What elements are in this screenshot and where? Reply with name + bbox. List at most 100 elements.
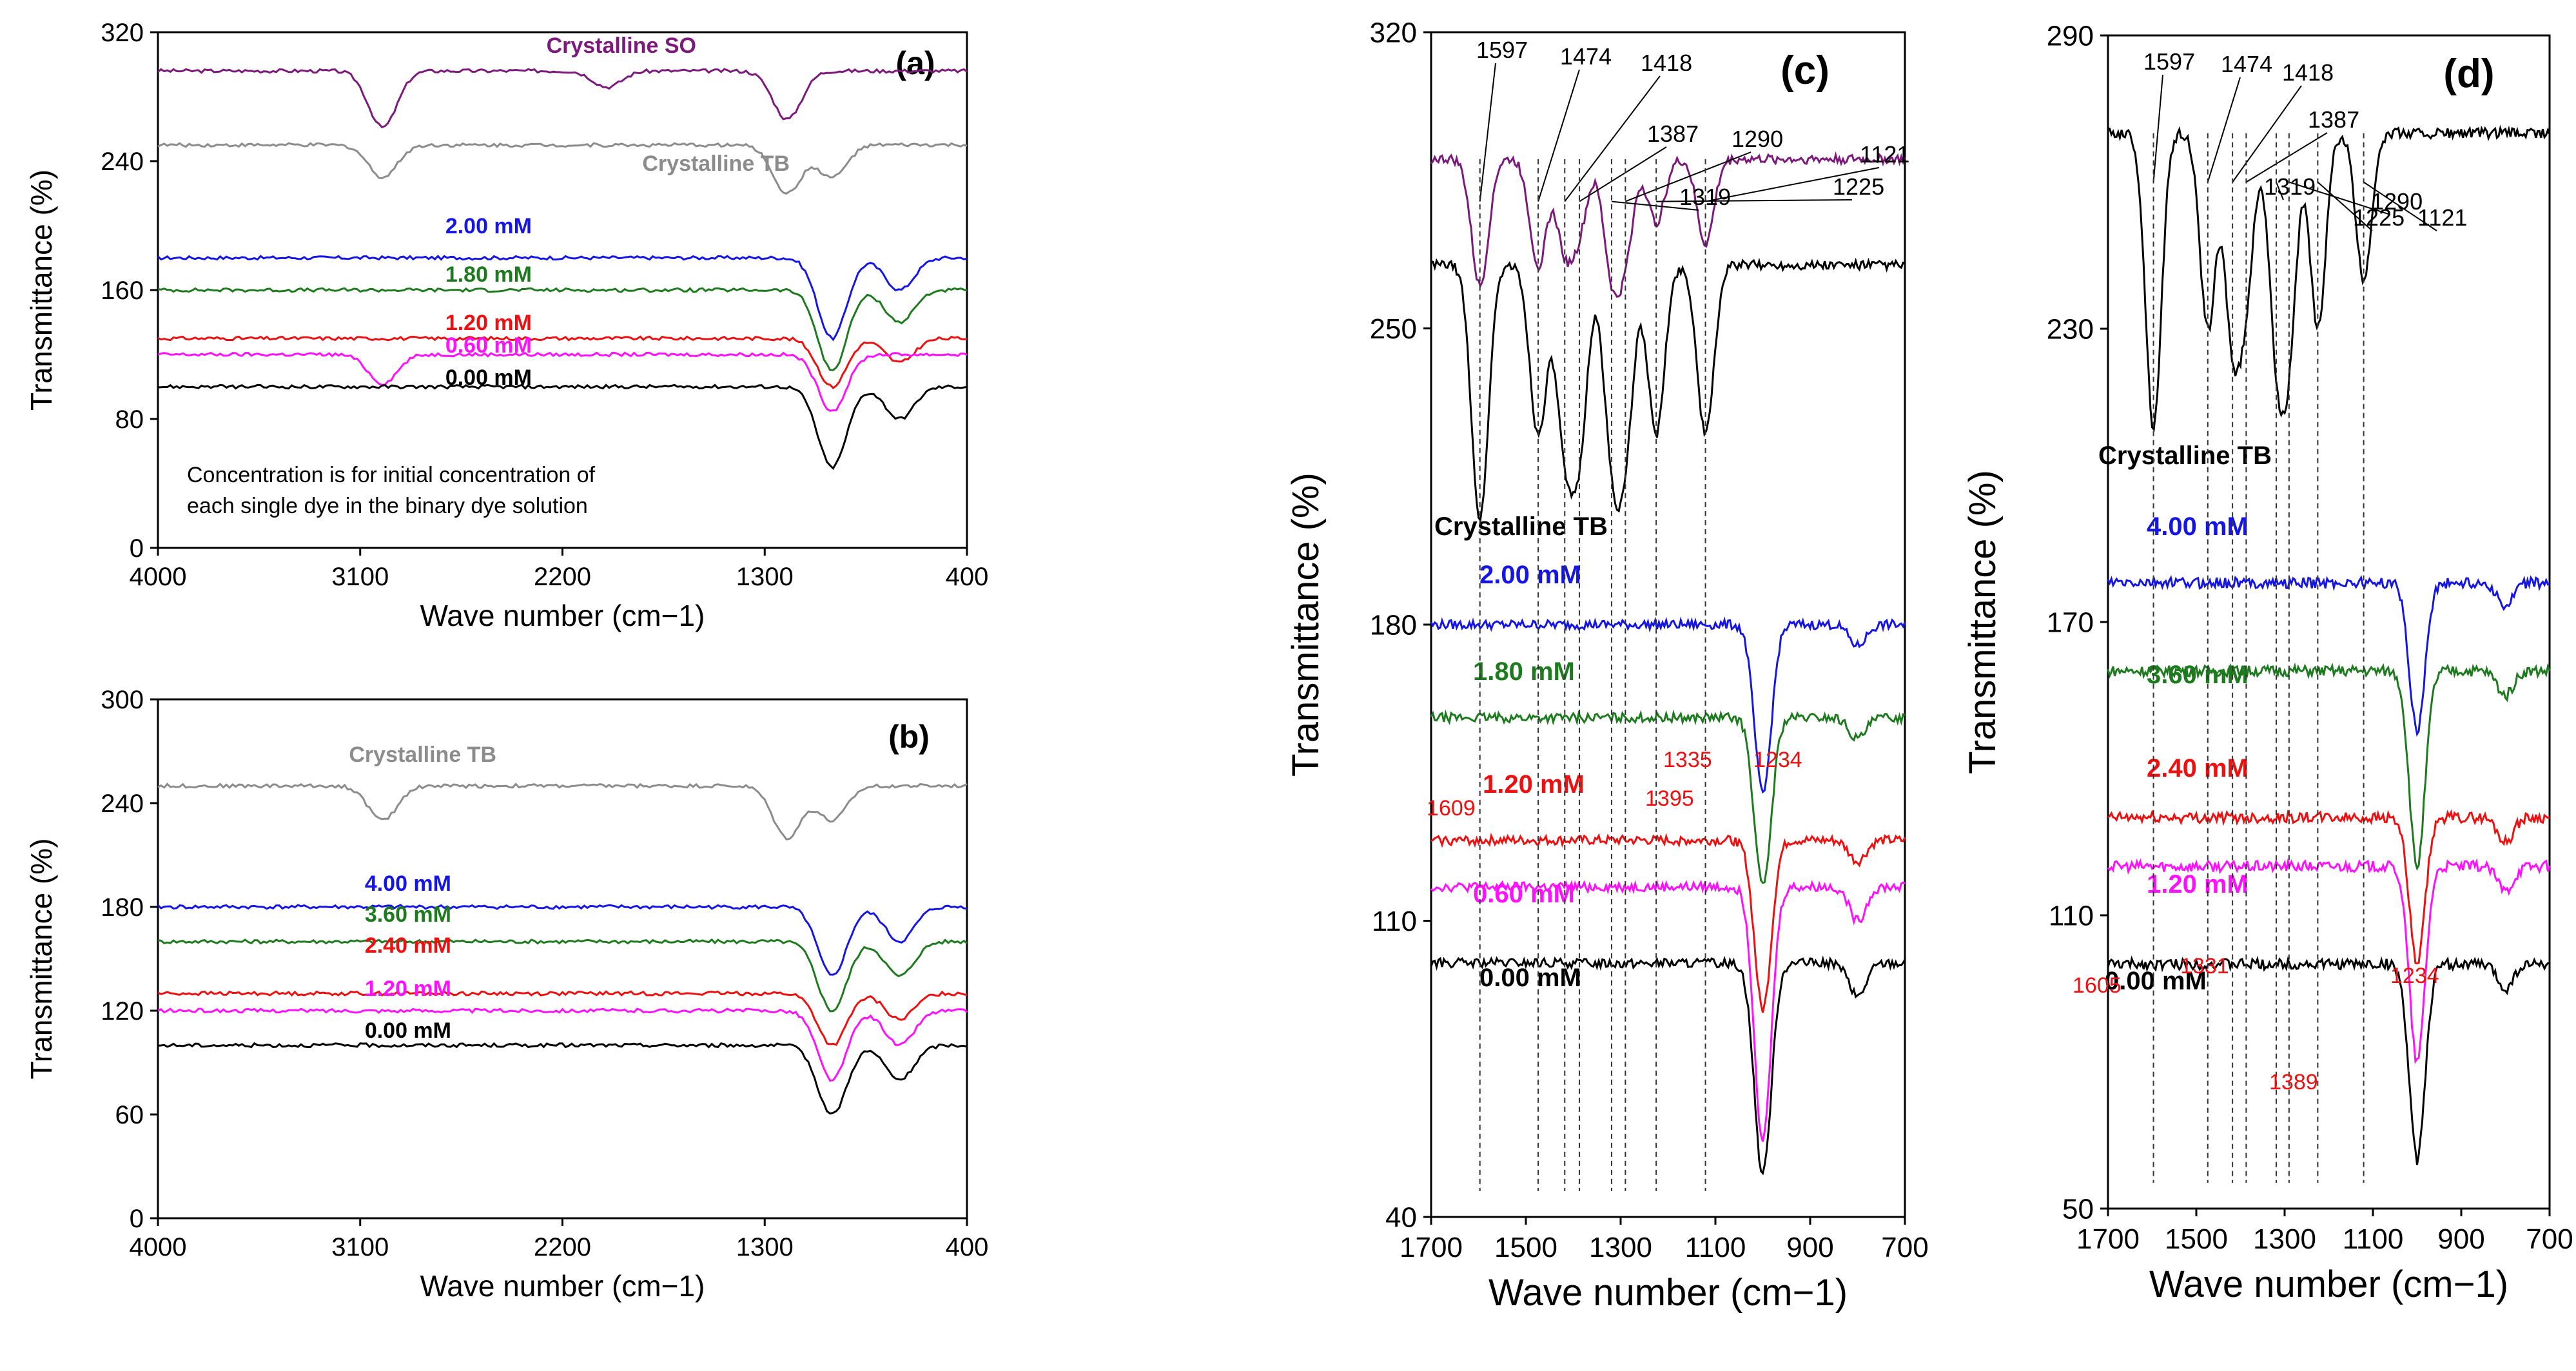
series-label: 2.00 mM <box>1479 561 1581 589</box>
series-label: 1.80 mM <box>445 262 532 287</box>
y-tick-label: 120 <box>101 997 144 1026</box>
peak-pointer <box>2152 74 2163 182</box>
y-tick-label: 0 <box>130 534 144 563</box>
panel-label: (d) <box>2443 52 2494 96</box>
series-label: 0.60 mM <box>445 333 532 358</box>
series-line <box>2107 858 2551 1064</box>
peak-label: 1225 <box>1833 173 1884 200</box>
x-tick-label: 1100 <box>2343 1223 2404 1255</box>
y-tick-label: 250 <box>1370 313 1417 345</box>
note-line: each single dye in the binary dye soluti… <box>187 494 588 518</box>
series-label: Crystalline TB <box>349 743 496 767</box>
peak-pointer <box>2207 77 2241 182</box>
x-tick-label: 1300 <box>736 563 794 591</box>
series-line <box>157 904 968 976</box>
series-label: 4.00 mM <box>365 871 451 896</box>
series-line <box>1430 257 1906 523</box>
series-label: 0.00 mM <box>1479 964 1581 992</box>
x-tick-label: 900 <box>1786 1232 1833 1263</box>
peak-pointer <box>1479 63 1496 202</box>
peak-pointer <box>2363 181 2437 231</box>
peak-pointer <box>1537 69 1580 202</box>
peak-pointer <box>2317 181 2373 231</box>
y-tick-label: 160 <box>101 277 144 305</box>
y-tick-label: 290 <box>2047 20 2094 52</box>
y-axis-title: Transmittance (%) <box>24 170 58 411</box>
peak-label: 1290 <box>1732 126 1783 152</box>
series-label: 2.40 mM <box>2147 754 2249 783</box>
x-tick-label: 3100 <box>331 1233 389 1261</box>
series-line <box>157 255 968 342</box>
peak-label: 1387 <box>1647 121 1699 147</box>
series-line <box>157 335 968 389</box>
peak-pointer <box>1625 151 1751 202</box>
plot-area-b <box>157 698 968 1220</box>
series-line <box>157 1007 968 1082</box>
panel-label: (c) <box>1781 48 1830 93</box>
series-line <box>1430 616 1906 794</box>
peak-label: 1418 <box>1641 50 1692 76</box>
y-axis-title: Transmittance (%) <box>1962 470 2004 774</box>
chart-panel-d: 1700 1500 1300 1100 900 700 50 110 170 230 290 Wave… <box>1962 20 2573 1305</box>
peak-pointer <box>1705 167 1880 202</box>
series-line <box>157 1042 968 1115</box>
peak-pointer <box>2276 182 2284 200</box>
x-tick-label: 1700 <box>2076 1223 2140 1255</box>
shift-label: 1395 <box>1645 786 1694 811</box>
note-line: Concentration is for initial concentrati… <box>187 463 596 487</box>
peak-label: 1225 <box>2353 204 2405 231</box>
series-label: Crystalline TB <box>1434 512 1608 541</box>
series-line <box>2107 662 2551 871</box>
x-axis-title: Wave number (cm−1) <box>1488 1272 1848 1314</box>
y-axis-title: Transmittance (%) <box>24 838 58 1079</box>
note-text: Concentration is for initial concentrati… <box>187 463 596 518</box>
series-line <box>2107 955 2550 1165</box>
shift-label: 1389 <box>2269 1070 2318 1094</box>
series-label: 0.00 mM <box>2105 967 2207 995</box>
x-tick-label: 1300 <box>1589 1232 1652 1263</box>
series-line <box>2107 809 2550 965</box>
peak-pointer <box>1656 199 1853 202</box>
series-label: 2.40 mM <box>365 933 451 958</box>
peak-label: 1474 <box>2221 51 2272 77</box>
series-line <box>157 938 968 1013</box>
y-tick-label: 300 <box>101 686 144 714</box>
series-label: 3.60 mM <box>365 902 451 927</box>
peak-label: 1418 <box>2282 59 2334 86</box>
series-label: 1.20 mM <box>445 311 532 335</box>
series-line <box>157 384 968 471</box>
y-tick-label: 80 <box>115 405 144 434</box>
series-line <box>1430 955 1906 1176</box>
x-tick-label: 2200 <box>534 1233 591 1261</box>
peak-pointer <box>1564 75 1661 202</box>
shift-label: 1234 <box>1753 748 1802 772</box>
series-line <box>157 990 968 1046</box>
y-tick-label: 40 <box>1385 1201 1417 1233</box>
y-tick-label: 180 <box>1370 609 1417 641</box>
peak-label: 1597 <box>1476 37 1528 63</box>
series-line <box>1430 879 1906 1142</box>
series-label: 0.00 mM <box>445 365 532 390</box>
x-tick-label: 900 <box>2437 1223 2484 1255</box>
shift-label: 1609 <box>1427 796 1476 821</box>
series-label: 4.00 mM <box>2147 512 2249 541</box>
y-axis-title: Transmittance (%) <box>1285 472 1327 777</box>
series-label: Crystalline SO <box>547 34 696 58</box>
peak-pointer <box>2232 85 2302 183</box>
x-tick-label: 700 <box>2526 1223 2573 1255</box>
peak-label: 1474 <box>1560 43 1612 70</box>
x-tick-label: 4000 <box>130 1233 187 1261</box>
chart-panel-c: 1700 1500 1300 1100 900 700 40 110 180 250 320 Wave… <box>1285 17 1929 1314</box>
y-tick-label: 240 <box>101 148 144 176</box>
peak-label: 1597 <box>2143 48 2195 75</box>
peak-pointer <box>2288 181 2391 215</box>
series-label: 1.20 mM <box>1483 770 1585 799</box>
x-axis-title: Wave number (cm−1) <box>420 599 705 632</box>
shift-label: 1234 <box>2390 964 2439 988</box>
x-tick-label: 1500 <box>2165 1223 2228 1255</box>
peak-pointer <box>1611 200 1699 211</box>
y-tick-label: 240 <box>101 790 144 818</box>
series-line <box>1430 151 1906 298</box>
